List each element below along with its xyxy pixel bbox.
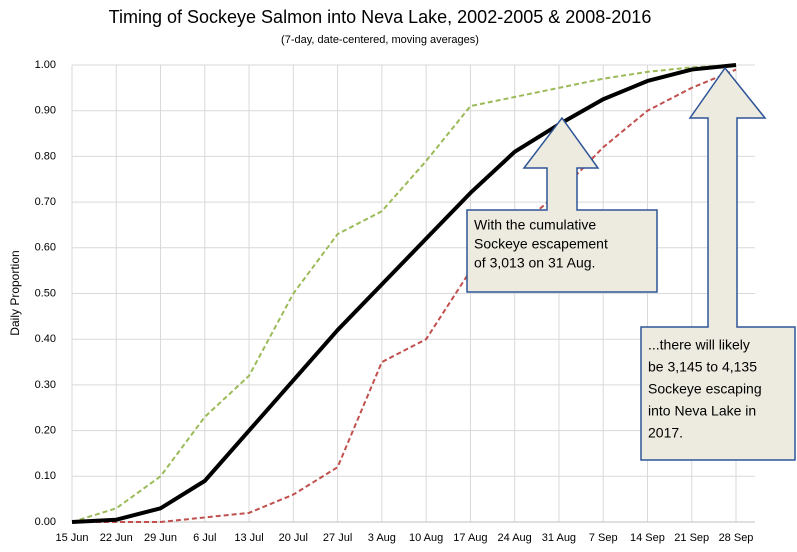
- annotation-text: With the cumulative: [474, 217, 596, 233]
- y-tick-label: 0.00: [35, 516, 56, 528]
- x-tick-label: 24 Aug: [498, 532, 532, 544]
- x-tick-label: 10 Aug: [409, 532, 443, 544]
- callout: [640, 66, 796, 461]
- annotation-text: ...there will likely: [648, 337, 750, 353]
- x-tick-label: 21 Sep: [674, 532, 709, 544]
- annotation-text: of 3,013 on 31 Aug.: [474, 255, 595, 271]
- x-tick-label: 13 Jul: [234, 532, 263, 544]
- y-tick-label: 0.50: [35, 287, 56, 299]
- chart-title: Timing of Sockeye Salmon into Neva Lake,…: [109, 7, 652, 27]
- x-tick-label: 17 Aug: [453, 532, 487, 544]
- chart-subtitle: (7-day, date-centered, moving averages): [281, 34, 479, 46]
- y-tick-label: 1.00: [35, 59, 56, 71]
- y-tick-label: 0.10: [35, 470, 56, 482]
- x-tick-label: 28 Sep: [719, 532, 754, 544]
- y-tick-label: 0.20: [35, 425, 56, 437]
- x-tick-label: 7 Sep: [589, 532, 618, 544]
- y-tick-label: 0.90: [35, 105, 56, 117]
- annotation-text: 2017.: [648, 425, 683, 441]
- annotation-text: be 3,145 to 4,135: [648, 359, 757, 375]
- x-tick-label: 15 Jun: [55, 532, 88, 544]
- x-tick-label: 3 Aug: [368, 532, 396, 544]
- y-tick-label: 0.40: [35, 333, 56, 345]
- plot-area: 0.00 0.10 0.20 0.30 0.40 0.50 0.60 0.70 0.80 0.90…: [35, 59, 755, 544]
- x-tick-label: 22 Jun: [100, 532, 133, 544]
- y-axis-label: Daily Proportion: [8, 250, 22, 335]
- series-line: [72, 68, 737, 523]
- series-line: [71, 64, 737, 523]
- y-tick-label: 0.80: [35, 150, 56, 162]
- x-tick-label: 29 Jun: [144, 532, 177, 544]
- x-tick-label: 31 Aug: [542, 532, 576, 544]
- annotation-text: Sockeye escaping: [648, 381, 762, 397]
- x-tick-label: 14 Sep: [630, 532, 665, 544]
- annotation-text: into Neva Lake in: [648, 403, 756, 419]
- annotation-text: Sockeye escapement: [474, 236, 608, 252]
- x-tick-label: 6 Jul: [193, 532, 216, 544]
- series-line: [71, 63, 737, 524]
- annotations: With the cumulative Sockeye escapement of …: [466, 66, 796, 461]
- y-tick-label: 0.60: [35, 242, 56, 254]
- callout: [466, 116, 658, 293]
- y-tick-label: 0.30: [35, 379, 56, 391]
- y-tick-label: 0.70: [35, 196, 56, 208]
- x-tick-label: 20 Jul: [279, 532, 308, 544]
- x-tick-label: 27 Jul: [323, 532, 352, 544]
